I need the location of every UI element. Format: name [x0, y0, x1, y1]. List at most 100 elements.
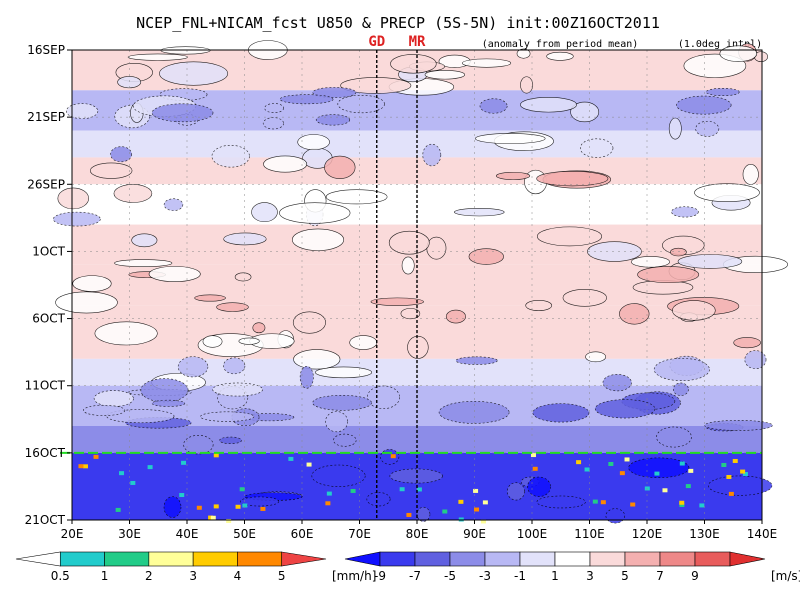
anomaly-blob: [532, 403, 590, 423]
anomaly-blob: [89, 162, 133, 179]
anomaly-blob: [325, 189, 388, 205]
precip-speck: [576, 460, 582, 465]
colorbar-swatch: [449, 551, 486, 567]
marker-label-mr: MR: [409, 34, 426, 50]
chart-subtitle: (anomaly from period mean): [482, 39, 639, 50]
anomaly-blob: [676, 95, 732, 115]
anomaly-blob: [140, 378, 189, 403]
marker-label-gd: GD: [368, 34, 385, 50]
y-axis: 16SEP 21SEP 26SEP 1OCT 6OCT 11OCT 16OCT 21OCT: [25, 43, 72, 527]
precip-speck: [685, 484, 691, 489]
precip-speck: [399, 487, 405, 492]
precip-speck: [442, 509, 448, 514]
anomaly-blob: [389, 468, 443, 484]
colorbar-tick-label: 2: [145, 569, 153, 583]
anomaly-blob: [704, 420, 773, 431]
x-tick-label: 20E: [61, 527, 84, 541]
anomaly-blob: [337, 94, 385, 114]
anomaly-blob: [719, 45, 758, 62]
anomaly-blob: [495, 171, 531, 180]
colorbar-unit: [m/s]: [771, 569, 800, 583]
colorbar-swatch: [148, 551, 194, 567]
y-tick-label: 21SEP: [27, 110, 65, 124]
anomaly-blob: [211, 145, 250, 168]
anomaly-blob: [55, 291, 118, 314]
colorbar-swatch: [344, 551, 381, 567]
anomaly-blob: [315, 366, 372, 379]
precip-speck: [115, 507, 121, 512]
y-tick-label: 11OCT: [25, 379, 66, 393]
anomaly-blob: [159, 61, 229, 86]
precip-speck: [260, 506, 266, 511]
precip-speck: [644, 486, 650, 491]
anomaly-blob: [694, 183, 760, 202]
anomaly-blob: [628, 457, 690, 478]
anomaly-blob: [240, 496, 280, 507]
colorbar-tick-label: 1: [101, 569, 109, 583]
anomaly-blob: [293, 349, 341, 370]
anomaly-blob: [324, 155, 356, 179]
anomaly-blob: [183, 435, 214, 455]
colorbar-swatch: [624, 551, 661, 567]
precip-speck: [740, 469, 746, 474]
anomaly-blob: [292, 311, 326, 334]
precip-speck: [213, 504, 219, 509]
colorbar-swatch: [519, 551, 556, 567]
precip-speck: [624, 457, 630, 462]
precip-speck: [306, 462, 312, 467]
anomaly-blob: [117, 76, 142, 89]
anomaly-blob: [516, 48, 531, 59]
anomaly-blob: [177, 356, 209, 378]
colorbar-tick-label: 5: [278, 569, 286, 583]
colorbar-swatch: [237, 551, 283, 567]
precip-colorbar: 0.5 1 2 3 4 5 [mm/h]: [15, 551, 376, 583]
anomaly-blob: [637, 266, 700, 284]
x-tick-label: 90E: [463, 527, 486, 541]
anomaly-blob: [82, 404, 126, 416]
anomaly-blob: [212, 382, 263, 397]
anomaly-blob: [455, 356, 498, 365]
colorbar-swatch: [694, 551, 731, 567]
anomaly-blob: [733, 337, 761, 349]
y-tick-label: 16SEP: [27, 43, 65, 57]
precip-speck: [600, 500, 606, 505]
y-tick-label: 1OCT: [32, 244, 65, 258]
colorbar-swatch: [15, 551, 61, 567]
anomaly-blob: [200, 411, 255, 422]
precip-speck: [147, 465, 153, 470]
anomaly-blob: [673, 382, 689, 396]
precip-speck: [473, 488, 479, 493]
anomaly-blob: [708, 475, 773, 496]
anomaly-blob: [407, 335, 429, 359]
anomaly-blob: [163, 496, 182, 518]
colorbar-tick-label: 0.5: [51, 569, 70, 583]
anomaly-blob: [349, 335, 378, 350]
anomaly-blob: [401, 256, 415, 275]
anomaly-blob: [742, 164, 759, 185]
anomaly-blob: [461, 58, 512, 68]
colorbar-swatch: [379, 551, 416, 567]
precip-speck: [726, 474, 732, 479]
precip-speck: [235, 504, 241, 509]
colorbar-swatch: [659, 551, 696, 567]
precip-speck: [584, 467, 590, 472]
anomaly-blob: [695, 120, 720, 137]
anomaly-blob: [527, 476, 551, 497]
anomaly-blob: [656, 426, 692, 448]
x-tick-label: 80E: [406, 527, 429, 541]
precip-speck: [458, 499, 464, 504]
anomaly-blob: [114, 259, 173, 268]
anomaly-blob: [426, 236, 447, 260]
anomaly-blob: [366, 492, 391, 507]
precip-speck: [662, 488, 668, 493]
anomaly-blob: [262, 117, 284, 130]
precip-speck: [732, 458, 738, 463]
precip-speck: [630, 502, 636, 507]
x-tick-label: 130E: [689, 527, 720, 541]
precip-speck: [530, 453, 536, 458]
anomaly-blob: [252, 322, 266, 334]
x-tick-label: 100E: [517, 527, 548, 541]
x-tick-label: 30E: [118, 527, 141, 541]
anomaly-blob: [299, 366, 314, 389]
